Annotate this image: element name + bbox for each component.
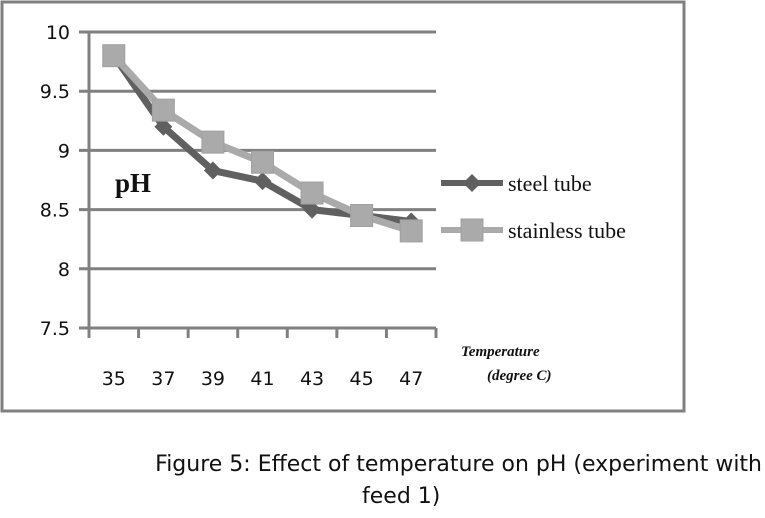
x-tick-label: 35 — [102, 368, 126, 390]
x-tick-label: 47 — [399, 368, 423, 390]
legend: steel tube stainless tube — [441, 171, 626, 243]
data-point-square — [151, 98, 175, 122]
series-group — [102, 44, 423, 243]
data-point-diamond — [203, 161, 222, 180]
figure-caption-line1: Figure 5: Effect of temperature on pH (e… — [0, 450, 765, 480]
legend-item: steel tube — [441, 171, 592, 196]
x-tick-label: 45 — [350, 368, 374, 390]
x-axis-title-line1: Temperature — [461, 344, 540, 360]
y-tick-label: 7.5 — [40, 318, 70, 340]
data-point-square — [350, 204, 374, 228]
x-tick-label: 43 — [300, 368, 324, 390]
y-axis-title: pH — [115, 168, 151, 198]
caption-text-2: feed 1) — [362, 484, 441, 509]
data-point-diamond — [303, 200, 322, 219]
y-tick-label: 10 — [46, 22, 70, 44]
x-tick-label: 39 — [201, 368, 225, 390]
data-point-square — [251, 150, 274, 174]
caption-text-1: Figure 5: Effect of temperature on pH (e… — [155, 452, 762, 477]
figure-caption-line2: feed 1) — [0, 482, 765, 512]
y-tick-label: 9.5 — [40, 81, 70, 103]
x-tick-label: 37 — [151, 368, 175, 390]
x-tick-label: 41 — [250, 368, 274, 390]
x-axis-ticks: 35 37 39 41 43 45 47 — [87, 328, 438, 390]
series-stainless-tube — [102, 44, 423, 243]
y-tick-label: 8 — [58, 259, 70, 281]
legend-item: stainless tube — [441, 218, 626, 243]
data-point-diamond — [154, 117, 173, 136]
y-axis-ticks: 7.5 8 8.5 9 9.5 10 — [40, 22, 70, 340]
x-axis-title-line2: (degree C) — [487, 368, 552, 384]
y-tick-label: 8.5 — [40, 200, 70, 222]
data-point-diamond — [253, 172, 272, 191]
data-point-square — [399, 219, 423, 243]
data-point-square — [460, 218, 484, 242]
chart: 7.5 8 8.5 9 9.5 10 35 37 39 41 43 45 47 pH Temperat… — [0, 0, 686, 413]
data-point-diamond — [463, 174, 481, 192]
legend-label: stainless tube — [508, 218, 626, 243]
data-point-square — [300, 181, 324, 205]
legend-label: steel tube — [508, 171, 592, 196]
data-point-square — [201, 130, 225, 154]
y-tick-label: 9 — [58, 140, 70, 162]
data-point-square — [102, 44, 126, 68]
